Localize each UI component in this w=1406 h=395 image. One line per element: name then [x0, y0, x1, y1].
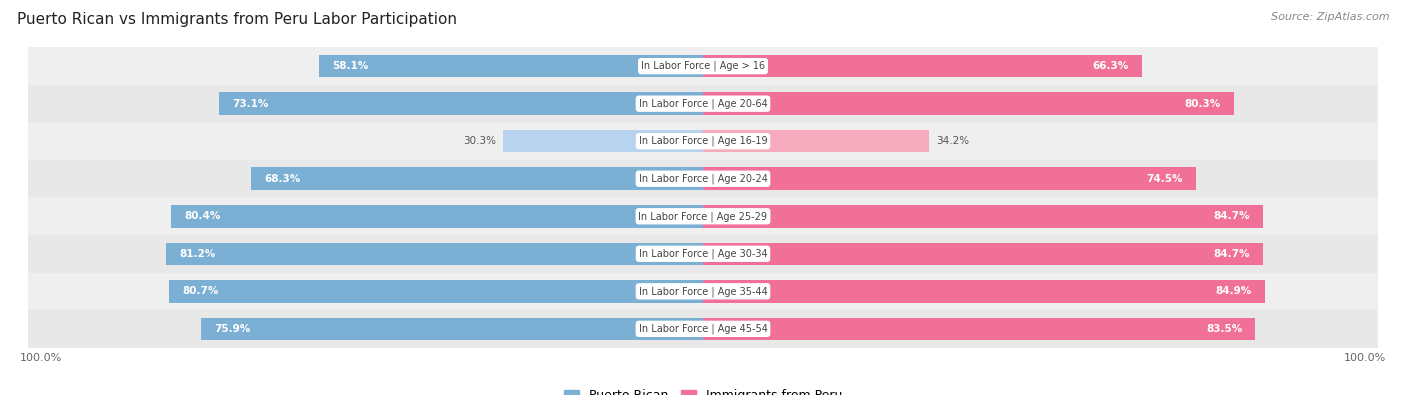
- Bar: [169, 280, 703, 303]
- Text: 80.4%: 80.4%: [184, 211, 221, 221]
- Text: 80.3%: 80.3%: [1185, 99, 1220, 109]
- Bar: [252, 167, 703, 190]
- Bar: [28, 122, 1378, 160]
- Text: 58.1%: 58.1%: [332, 61, 368, 71]
- Bar: [28, 85, 1378, 122]
- Bar: [703, 205, 1264, 228]
- Text: 81.2%: 81.2%: [179, 249, 215, 259]
- Bar: [703, 280, 1265, 303]
- Bar: [219, 92, 703, 115]
- Text: 84.7%: 84.7%: [1213, 211, 1250, 221]
- Text: In Labor Force | Age 45-54: In Labor Force | Age 45-54: [638, 324, 768, 334]
- Bar: [28, 235, 1378, 273]
- Text: 73.1%: 73.1%: [232, 99, 269, 109]
- Text: In Labor Force | Age 16-19: In Labor Force | Age 16-19: [638, 136, 768, 147]
- Legend: Puerto Rican, Immigrants from Peru: Puerto Rican, Immigrants from Peru: [558, 384, 848, 395]
- Bar: [703, 243, 1264, 265]
- Bar: [703, 92, 1234, 115]
- Text: 34.2%: 34.2%: [936, 136, 969, 146]
- Text: In Labor Force | Age 30-34: In Labor Force | Age 30-34: [638, 248, 768, 259]
- Bar: [703, 318, 1256, 340]
- Text: 75.9%: 75.9%: [214, 324, 250, 334]
- Text: 83.5%: 83.5%: [1206, 324, 1243, 334]
- Text: In Labor Force | Age 25-29: In Labor Force | Age 25-29: [638, 211, 768, 222]
- Bar: [703, 55, 1142, 77]
- Bar: [502, 130, 703, 152]
- Bar: [28, 198, 1378, 235]
- Text: 84.7%: 84.7%: [1213, 249, 1250, 259]
- Bar: [28, 310, 1378, 348]
- Bar: [201, 318, 703, 340]
- Text: 68.3%: 68.3%: [264, 174, 301, 184]
- Bar: [28, 273, 1378, 310]
- Bar: [703, 167, 1197, 190]
- Text: 30.3%: 30.3%: [463, 136, 496, 146]
- Bar: [319, 55, 703, 77]
- Bar: [28, 160, 1378, 198]
- Text: In Labor Force | Age > 16: In Labor Force | Age > 16: [641, 61, 765, 71]
- Text: 84.9%: 84.9%: [1215, 286, 1251, 296]
- Text: Source: ZipAtlas.com: Source: ZipAtlas.com: [1271, 12, 1389, 22]
- Bar: [703, 130, 929, 152]
- Text: 74.5%: 74.5%: [1146, 174, 1182, 184]
- Text: In Labor Force | Age 35-44: In Labor Force | Age 35-44: [638, 286, 768, 297]
- Text: Puerto Rican vs Immigrants from Peru Labor Participation: Puerto Rican vs Immigrants from Peru Lab…: [17, 12, 457, 27]
- Text: 66.3%: 66.3%: [1092, 61, 1129, 71]
- Text: In Labor Force | Age 20-64: In Labor Force | Age 20-64: [638, 98, 768, 109]
- Bar: [166, 243, 703, 265]
- Bar: [172, 205, 703, 228]
- Text: In Labor Force | Age 20-24: In Labor Force | Age 20-24: [638, 173, 768, 184]
- Text: 80.7%: 80.7%: [183, 286, 219, 296]
- Bar: [28, 47, 1378, 85]
